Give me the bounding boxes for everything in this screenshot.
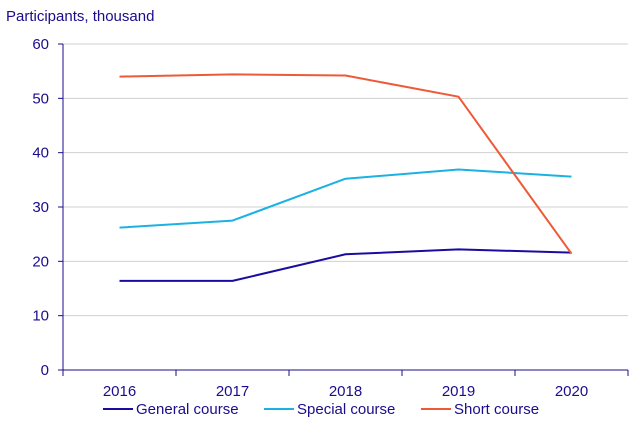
legend-item-short-course: Short course: [421, 401, 539, 418]
y-tick-label: 0: [41, 362, 49, 379]
x-axis-ticks: 2016 2017 2018 2019 2020: [62, 370, 629, 400]
legend-item-general-course: General course: [103, 401, 239, 418]
x-tick-label: 2019: [442, 383, 475, 400]
gridlines: [63, 43, 628, 317]
series-line-short-course: [119, 73, 573, 255]
legend-label: Special course: [297, 401, 395, 418]
y-tick-label: 30: [32, 199, 49, 216]
legend: General course Special course Short course: [103, 401, 539, 418]
y-tick-label: 50: [32, 90, 49, 107]
y-axis-ticks: 0 10 20 30 40 50 60: [32, 36, 63, 379]
legend-label: General course: [136, 401, 239, 418]
x-tick-label: 2017: [216, 383, 249, 400]
y-tick-label: 40: [32, 145, 49, 162]
x-tick-label: 2016: [103, 383, 136, 400]
series-line-general-course: [119, 248, 572, 282]
legend-label: Short course: [454, 401, 539, 418]
x-tick-label: 2020: [555, 383, 588, 400]
x-tick-label: 2018: [329, 383, 362, 400]
y-tick-label: 10: [32, 308, 49, 325]
y-tick-label: 60: [32, 36, 49, 53]
series-lines: [119, 73, 573, 282]
y-tick-label: 20: [32, 253, 49, 270]
legend-item-special-course: Special course: [264, 401, 395, 418]
y-axis-title: Participants, thousand: [6, 8, 154, 25]
axes: [62, 44, 628, 371]
series-line-special-course: [119, 168, 572, 229]
